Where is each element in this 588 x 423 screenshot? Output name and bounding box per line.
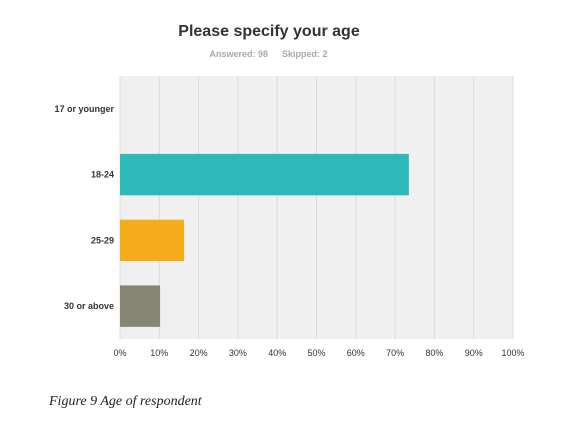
bar xyxy=(120,153,409,196)
bars xyxy=(120,153,409,327)
category-label: 30 or above xyxy=(64,301,114,311)
x-tick-label: 50% xyxy=(307,348,325,358)
x-tick-label: 30% xyxy=(229,348,247,358)
skipped-count: Skipped: 2 xyxy=(282,49,328,59)
x-tick-label: 100% xyxy=(501,348,524,358)
x-tick-label: 80% xyxy=(425,348,443,358)
x-tick-label: 90% xyxy=(465,348,483,358)
x-tick-label: 40% xyxy=(268,348,286,358)
bar xyxy=(120,219,185,262)
chart-title: Please specify your age xyxy=(178,23,360,40)
x-tick-label: 20% xyxy=(190,348,208,358)
category-labels: 17 or younger 18-24 25-29 30 or above xyxy=(54,104,114,311)
x-tick-label: 10% xyxy=(150,348,168,358)
answered-count: Answered: 98 xyxy=(209,49,268,59)
figure-caption: Figure 9 Age of respondent xyxy=(49,394,202,409)
category-label: 25-29 xyxy=(91,235,114,245)
x-tick-label: 0% xyxy=(113,348,126,358)
x-tick-labels: 0% 10% 20% 30% 40% 50% 60% 70% 80% 90% 100% xyxy=(113,348,524,358)
x-tick-label: 70% xyxy=(386,348,404,358)
category-label: 18-24 xyxy=(91,170,114,180)
category-label: 17 or younger xyxy=(54,104,114,114)
gridlines xyxy=(119,76,514,339)
bar xyxy=(120,285,161,327)
x-tick-label: 60% xyxy=(347,348,365,358)
